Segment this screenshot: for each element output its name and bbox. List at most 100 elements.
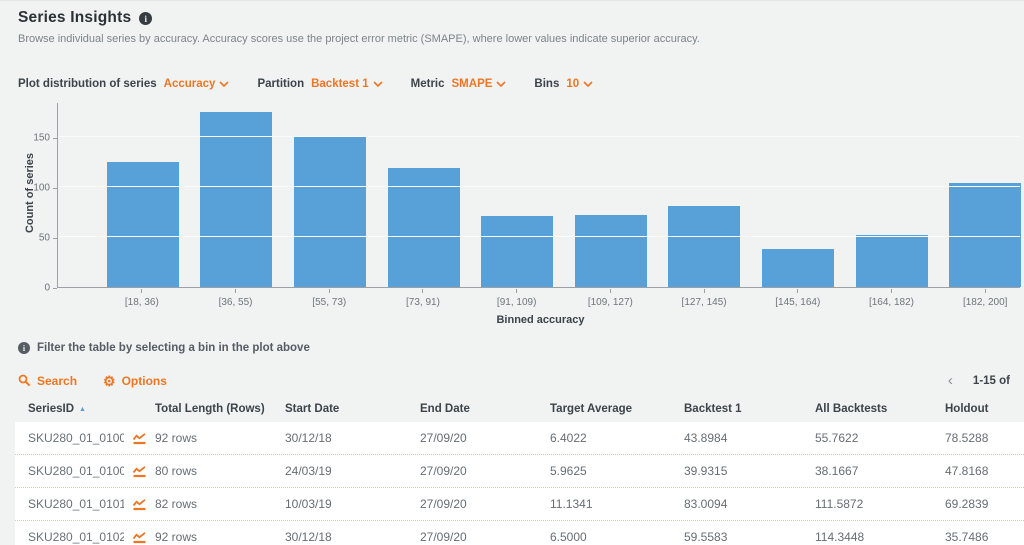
y-tick-label: 0 [44,282,50,294]
table-cell-total-length: 92 rows [155,431,198,445]
table-cell-holdout: 47.8168 [945,464,989,478]
table-cell-start-date: 10/03/19 [285,497,332,511]
table-cell-all-backtests: 111.5872 [815,497,864,511]
y-tick-mark [53,138,57,139]
histogram-bar[interactable] [668,206,741,287]
series-chart-icon[interactable] [132,498,147,511]
x-tick-mark [422,289,424,293]
x-tick: [55, 73) [282,289,376,308]
table-cell-end-date: 27/09/20 [420,431,467,445]
column-header-holdout[interactable]: Holdout [945,403,989,415]
column-header-backtest-1[interactable]: Backtest 1 [684,403,742,415]
table-row[interactable]: SKU280_01_0100... 92 rows 30/12/18 27/09/20… [15,422,1024,455]
x-tick-label: [36, 55) [218,297,253,308]
column-header-all-backtests[interactable]: All Backtests [815,403,888,415]
table-header-row: SeriesID ▲ Total Length (Rows) Start Dat… [15,396,1024,422]
table-cell-all-backtests: 114.3448 [815,530,865,544]
page-title: Series Insights [18,9,132,26]
bar-group [564,103,658,287]
y-tick-label: 100 [33,182,50,194]
column-header-seriesid[interactable]: SeriesID ▲ [28,403,155,415]
column-header-total-length[interactable]: Total Length (Rows) [155,403,265,415]
series-id[interactable]: SKU280_01_0101... [28,497,124,511]
series-id[interactable]: SKU280_01_0100... [28,431,124,445]
gridline [58,236,1020,237]
x-tick-label: [127, 145) [681,297,727,308]
filter-hint-text: Filter the table by selecting a bin in t… [37,341,310,354]
series-id-cell: SKU280_01_0102... [28,530,155,544]
table-cell-end-date: 27/09/20 [420,464,467,478]
sort-asc-icon: ▲ [79,405,86,413]
table-row[interactable]: SKU280_01_0100... 80 rows 24/03/19 27/09/20… [15,455,1024,488]
x-tick: [73, 91) [376,289,470,308]
metric-dropdown[interactable]: SMAPE [452,78,507,90]
bars-layer [96,103,1024,287]
options-button[interactable]: ⚙ Options [103,374,167,388]
series-chart-icon[interactable] [132,531,147,544]
x-tick-mark [141,289,143,293]
series-id[interactable]: SKU280_01_0100... [28,464,124,478]
x-tick-labels: [18, 36) [36, 55) [55, 73) [73, 91) [91, 109… [95,289,1024,308]
bar-group [658,103,752,287]
table-cell-target-average: 5.9625 [550,464,587,478]
y-tick-mark [53,288,57,289]
series-id-cell: SKU280_01_0100... [28,431,155,445]
x-tick-mark [516,289,518,293]
histogram-bar[interactable] [761,249,834,287]
table-row[interactable]: SKU280_01_0102... 92 rows 30/12/18 27/09/20… [15,521,1024,545]
x-tick: [145, 164) [751,289,845,308]
x-tick: [182, 200] [938,289,1024,308]
table-cell-holdout: 35.7486 [945,530,989,544]
table-cell-target-average: 6.4022 [550,431,587,445]
chevron-down-icon [583,81,593,87]
x-tick-mark [328,289,330,293]
search-label: Search [37,373,78,388]
histogram-bar[interactable] [387,167,460,287]
table-cell-target-average: 11.1341 [550,497,593,511]
table-cell-target-average: 6.5000 [550,530,587,544]
x-tick-mark [703,289,705,293]
column-header-target-average[interactable]: Target Average [550,403,633,415]
x-tick-label: [109, 127) [587,297,633,308]
table-cell-start-date: 30/12/18 [285,530,332,544]
page-header: Series Insights i Browse individual seri… [0,1,1024,45]
accuracy-dropdown[interactable]: Accuracy [164,78,230,90]
partition-dropdown[interactable]: Backtest 1 [311,78,383,90]
bins-dropdown[interactable]: 10 [566,78,593,90]
table-cell-end-date: 27/09/20 [420,497,467,511]
histogram-bar[interactable] [106,161,179,287]
table-cell-total-length: 82 rows [155,497,198,511]
y-tick-mark [53,188,57,189]
histogram-bar[interactable] [293,136,367,287]
histogram-bar[interactable] [949,182,1022,287]
column-header-end-date[interactable]: End Date [420,403,470,415]
search-button[interactable]: Search [18,374,77,388]
y-tick-mark [53,238,57,239]
table-row[interactable]: SKU280_01_0101... 82 rows 10/03/19 27/09/20… [15,488,1024,521]
histogram-bar[interactable] [481,216,554,287]
options-label: Options [121,373,167,388]
pagination-range: 1-15 of [972,374,1010,387]
page-subtitle: Browse individual series by accuracy. Ac… [18,33,700,45]
series-chart-icon[interactable] [132,432,147,445]
previous-page-icon[interactable]: ‹ [947,372,953,389]
histogram-bar[interactable] [574,215,647,287]
table-cell-holdout: 78.5288 [945,431,989,445]
gridline [58,186,1020,187]
info-icon[interactable]: i [139,12,153,25]
histogram-bar[interactable] [855,235,928,287]
x-axis-title: Binned accuracy [496,314,585,326]
series-id-cell: SKU280_01_0100... [28,464,155,478]
series-id[interactable]: SKU280_01_0102... [28,530,124,544]
table-cell-start-date: 30/12/18 [285,431,332,445]
series-chart-icon[interactable] [132,465,147,478]
column-header-start-date[interactable]: Start Date [285,403,340,415]
control-partition: Partition Backtest 1 [257,78,383,90]
x-tick-label: [145, 164) [775,297,821,308]
histogram-bar[interactable] [200,111,273,287]
control-label: Metric [410,78,445,90]
control-bins: Bins 10 [534,78,593,90]
bar-group [845,103,939,287]
table-cell-total-length: 80 rows [155,464,198,478]
info-icon: i [18,342,30,354]
